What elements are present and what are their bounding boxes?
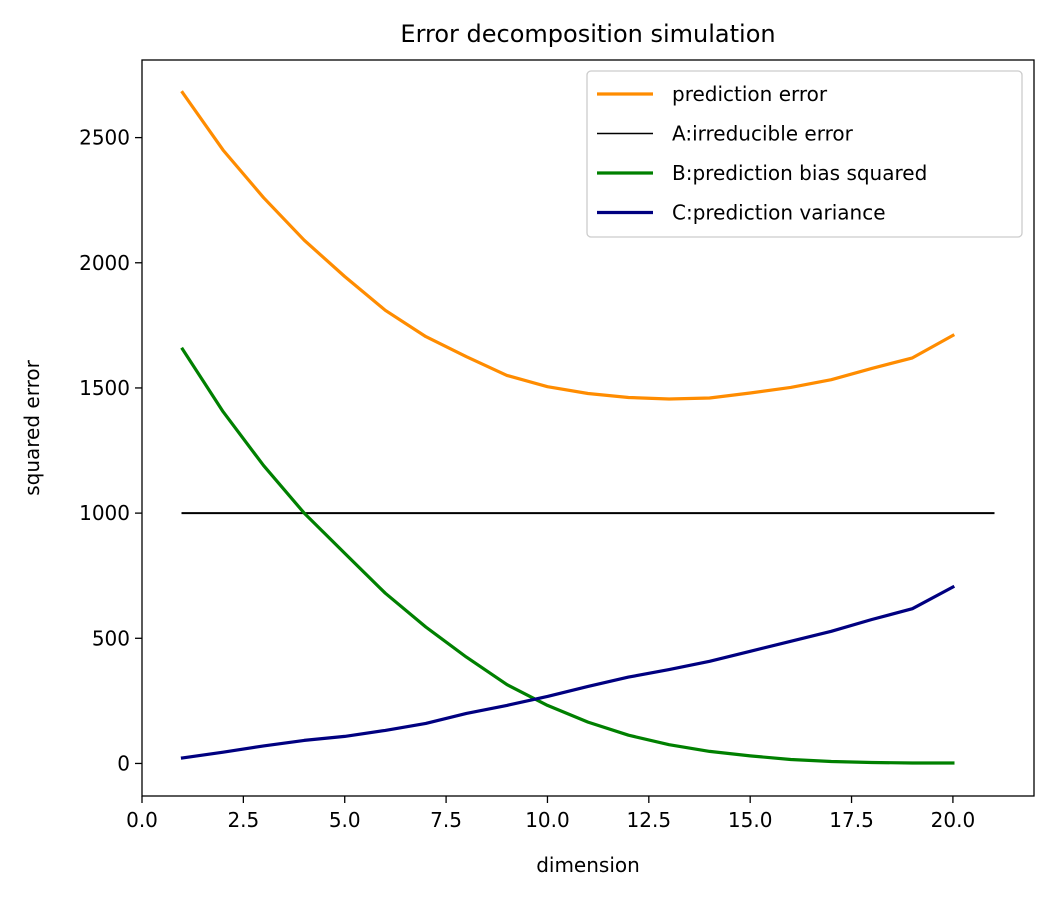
legend-label-2: B:prediction bias squared	[672, 161, 927, 185]
x-tick-label: 20.0	[931, 808, 976, 832]
x-tick-label: 10.0	[525, 808, 570, 832]
x-axis-label: dimension	[536, 853, 640, 877]
series-layer	[180, 90, 995, 765]
x-tick-label: 2.5	[227, 808, 259, 832]
y-tick-label: 500	[92, 626, 130, 650]
y-tick-label: 0	[117, 751, 130, 775]
x-tick-label: 12.5	[627, 808, 672, 832]
x-tick-label: 17.5	[829, 808, 874, 832]
legend-label-1: A:irreducible error	[672, 122, 854, 146]
legend-entries: prediction error A:irreducible error B:pre…	[597, 82, 927, 225]
x-tick-label: 15.0	[728, 808, 773, 832]
series-line-0	[180, 90, 956, 401]
chart-title: Error decomposition simulation	[400, 20, 775, 48]
series-line-3	[180, 584, 956, 760]
series-line-2	[180, 346, 955, 765]
legend-box	[586, 70, 1023, 238]
x-tick-label: 7.5	[430, 808, 462, 832]
y-tick-label: 1000	[79, 501, 130, 525]
x-tick-label: 0.0	[126, 808, 158, 832]
plot-area-frame	[141, 59, 1035, 797]
y-tick-label: 2000	[79, 251, 130, 275]
x-axis: 0.0 2.5 5.0 7.5 10.0 12.5 15.0 17.5 20.0	[126, 796, 975, 832]
legend-label-0: prediction error	[672, 82, 828, 106]
y-tick-label: 1500	[79, 376, 130, 400]
y-tick-label: 2500	[79, 126, 130, 150]
y-axis-label: squared error	[20, 359, 44, 495]
y-axis: 0 500 1000 1500 2000 2500	[79, 126, 142, 775]
legend-label-3: C:prediction variance	[672, 201, 886, 225]
legend: prediction error A:irreducible error B:pre…	[586, 70, 1023, 238]
x-tick-label: 5.0	[329, 808, 361, 832]
